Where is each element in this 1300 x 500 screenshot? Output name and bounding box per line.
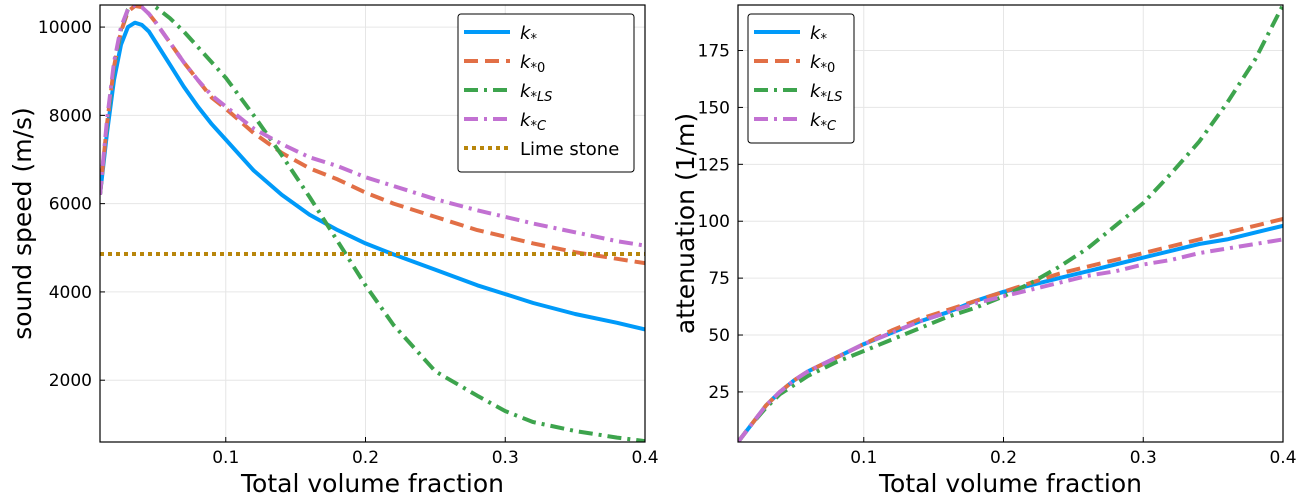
legend: k* k*0 k*LS k*C — [747, 13, 855, 144]
y-tick-label: 150 — [698, 98, 730, 118]
plot-frame — [737, 4, 1284, 443]
y-tick-label: 10000 — [38, 18, 92, 38]
series-line-3 — [100, 5, 645, 442]
chart-panel-2: 0.1 0.2 0.3 0.4 25 50 75 100 125 150 175 Total volu… — [671, 4, 1297, 498]
y-tick-label: 6000 — [49, 195, 92, 215]
legend-entry: k*C — [810, 110, 837, 134]
legend-entry: k* — [810, 23, 827, 47]
x-axis-label: Total volume fraction — [878, 469, 1142, 498]
x-tick-label: 0.1 — [212, 448, 239, 468]
legend-entry: k* — [520, 23, 537, 47]
x-axis-label: Total volume fraction — [240, 469, 504, 498]
series-line-3 — [738, 5, 1283, 442]
series-line-4 — [738, 237, 1283, 442]
series-line-1 — [100, 20, 645, 332]
x-tick-label: 0.4 — [631, 448, 658, 468]
y-tick-label: 25 — [708, 383, 730, 403]
legend-entry: k*LS — [520, 81, 552, 105]
x-tick-label: 0.3 — [492, 448, 519, 468]
legend-entry: k*C — [520, 110, 547, 134]
y-tick-label: 175 — [698, 42, 730, 62]
legend-entry: k*LS — [810, 81, 842, 105]
x-tick-label: 0.3 — [1130, 448, 1157, 468]
y-tick-label: 75 — [708, 269, 730, 289]
x-tick-label: 0.2 — [990, 448, 1017, 468]
y-tick-label: 125 — [698, 155, 730, 175]
chart-panel-1: 0.1 0.2 0.3 0.4 2000 4000 6000 8000 10000 Total v… — [8, 4, 659, 498]
legend: k* k*0 k*LS k*C Lime stone — [457, 13, 635, 173]
series-line-1 — [738, 223, 1283, 442]
y-tick-label: 50 — [708, 326, 730, 346]
series-group — [100, 5, 645, 442]
y-tick-label: 8000 — [49, 106, 92, 126]
y-axis-label: attenuation (1/m) — [671, 113, 700, 334]
plot-frame — [99, 4, 646, 443]
series-group — [738, 5, 1283, 442]
series-line-2 — [100, 5, 645, 266]
y-tick-label: 2000 — [49, 371, 92, 391]
x-tick-label: 0.4 — [1269, 448, 1296, 468]
x-tick-label: 0.1 — [850, 448, 877, 468]
legend-entry: k*0 — [810, 52, 835, 76]
series-line-2 — [738, 216, 1283, 442]
y-axis-label: sound speed (m/s) — [8, 107, 37, 340]
legend-entry: Lime stone — [520, 139, 619, 160]
legend-entry: k*0 — [520, 52, 545, 76]
legend-box — [457, 13, 635, 173]
y-tick-label: 4000 — [49, 283, 92, 303]
legend-box — [747, 13, 855, 144]
y-tick-label: 100 — [698, 212, 730, 232]
x-tick-label: 0.2 — [352, 448, 379, 468]
